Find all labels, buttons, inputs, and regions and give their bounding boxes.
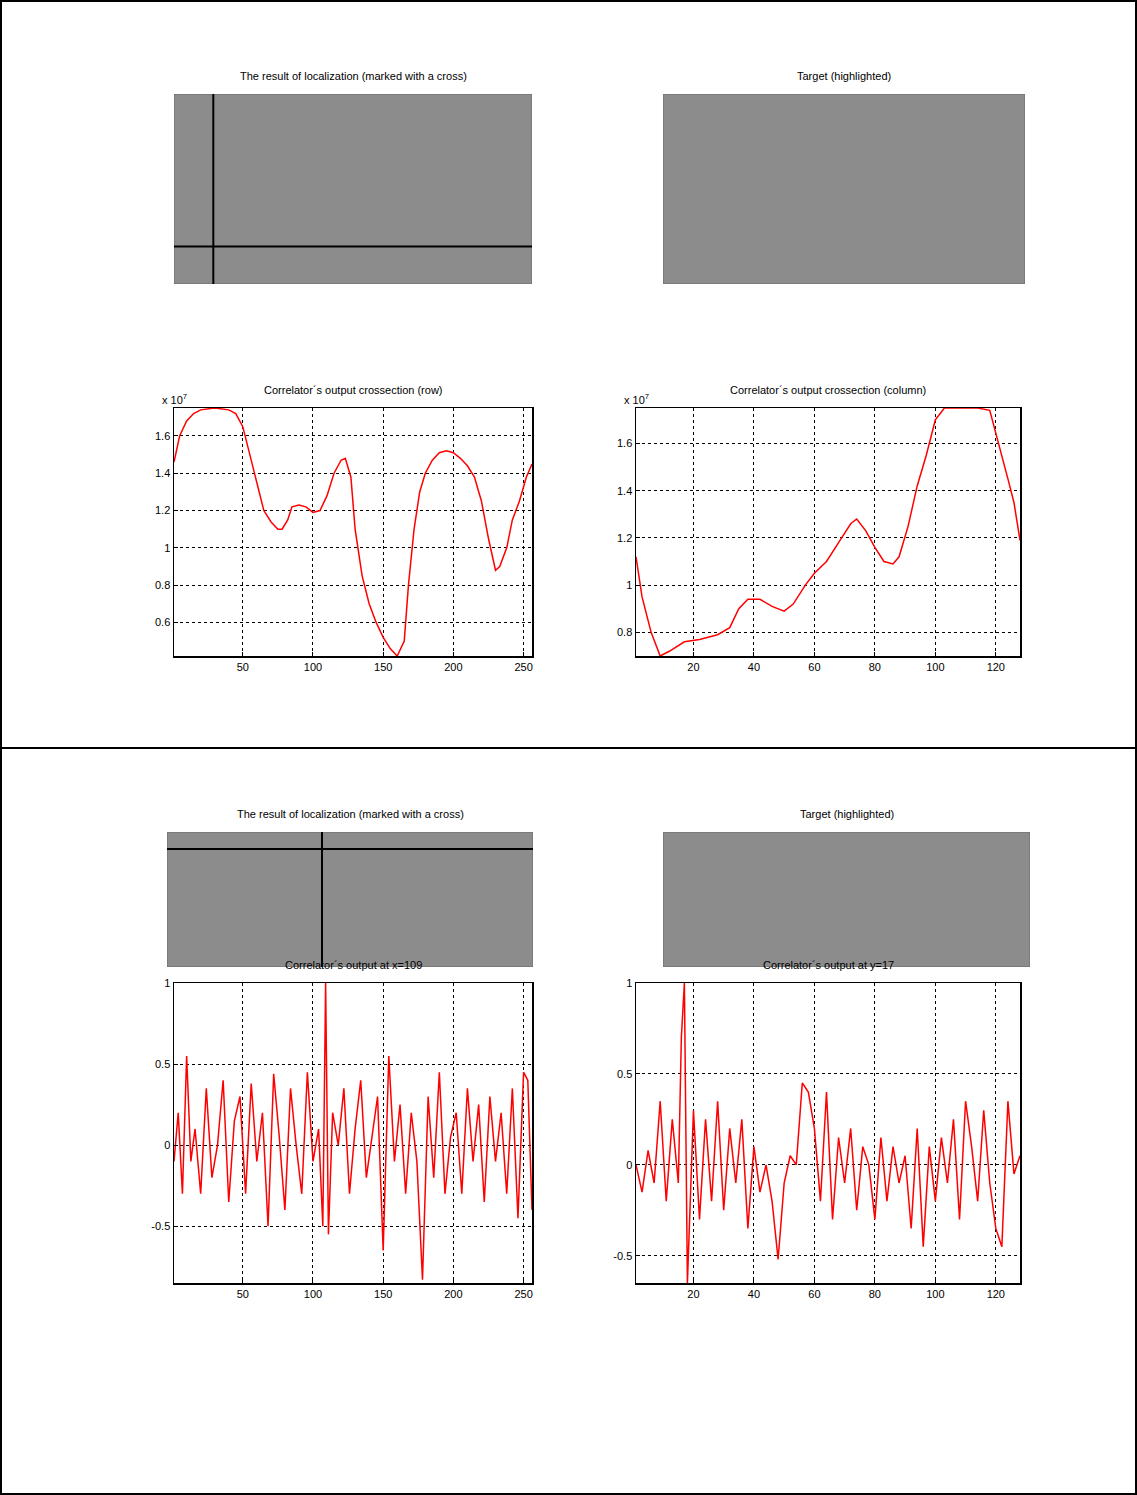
svg-text:Correlator´s output crossectio: Correlator´s output crossection (column)	[730, 384, 926, 396]
svg-text:1: 1	[626, 977, 632, 989]
svg-text:Correlator´s output crossectio: Correlator´s output crossection (row)	[264, 384, 443, 396]
svg-text:250: 250	[514, 661, 532, 673]
svg-text:Correlator´s output at x=109: Correlator´s output at x=109	[285, 959, 422, 971]
svg-text:0.8: 0.8	[617, 626, 632, 638]
svg-text:20: 20	[687, 661, 699, 673]
svg-text:-0.5: -0.5	[613, 1250, 632, 1262]
svg-text:40: 40	[748, 1288, 760, 1300]
svg-text:1.4: 1.4	[155, 467, 170, 479]
svg-text:150: 150	[374, 661, 392, 673]
svg-text:50: 50	[237, 1288, 249, 1300]
svg-text:1.2: 1.2	[617, 532, 632, 544]
svg-text:100: 100	[304, 1288, 322, 1300]
svg-text:60: 60	[808, 1288, 820, 1300]
svg-text:The result of localization (ma: The result of localization (marked with …	[240, 70, 467, 82]
svg-text:1: 1	[164, 977, 170, 989]
svg-text:120: 120	[987, 661, 1005, 673]
svg-text:0.5: 0.5	[155, 1058, 170, 1070]
svg-text:1.6: 1.6	[617, 437, 632, 449]
svg-text:0: 0	[164, 1139, 170, 1151]
svg-text:200: 200	[444, 661, 462, 673]
svg-text:1.6: 1.6	[155, 430, 170, 442]
svg-text:20: 20	[687, 1288, 699, 1300]
svg-text:The result of localization (ma: The result of localization (marked with …	[237, 808, 464, 820]
svg-text:100: 100	[926, 1288, 944, 1300]
svg-text:1.4: 1.4	[617, 485, 632, 497]
svg-text:100: 100	[926, 661, 944, 673]
svg-text:80: 80	[869, 661, 881, 673]
svg-text:60: 60	[808, 661, 820, 673]
svg-text:1.2: 1.2	[155, 504, 170, 516]
svg-text:1: 1	[626, 579, 632, 591]
svg-text:0.6: 0.6	[155, 616, 170, 628]
svg-text:0.8: 0.8	[155, 579, 170, 591]
svg-text:100: 100	[304, 661, 322, 673]
svg-text:Correlator´s output at y=17: Correlator´s output at y=17	[763, 959, 894, 971]
svg-text:x 10​7​: x 10​7​	[162, 392, 187, 406]
svg-text:x 10​7​: x 10​7​	[624, 392, 649, 406]
svg-text:1: 1	[164, 542, 170, 554]
svg-text:250: 250	[514, 1288, 532, 1300]
svg-text:-0.5: -0.5	[151, 1220, 170, 1232]
svg-text:0.5: 0.5	[617, 1068, 632, 1080]
svg-text:120: 120	[987, 1288, 1005, 1300]
svg-text:40: 40	[748, 661, 760, 673]
svg-text:80: 80	[869, 1288, 881, 1300]
svg-text:150: 150	[374, 1288, 392, 1300]
svg-text:50: 50	[237, 661, 249, 673]
svg-text:Target (highlighted): Target (highlighted)	[797, 70, 891, 82]
svg-text:Target (highlighted): Target (highlighted)	[800, 808, 894, 820]
svg-text:0: 0	[626, 1159, 632, 1171]
svg-text:200: 200	[444, 1288, 462, 1300]
